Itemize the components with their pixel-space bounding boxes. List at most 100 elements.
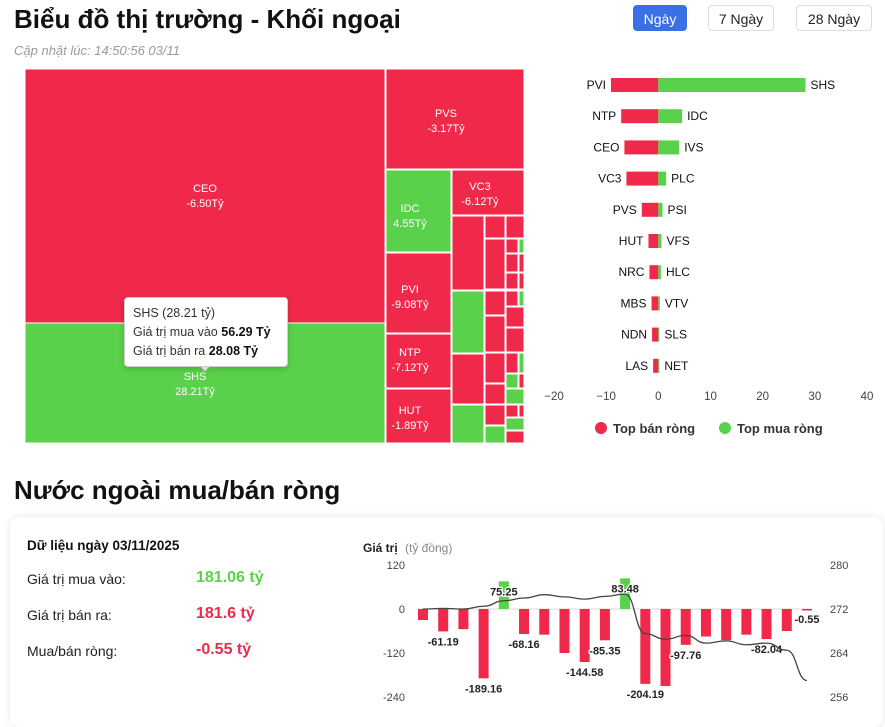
top-sell-bar[interactable] (652, 327, 659, 342)
treemap-cell[interactable] (505, 388, 525, 405)
net-bar[interactable] (700, 609, 711, 637)
treemap-cell[interactable] (451, 290, 485, 354)
net-bar-label: -144.58 (566, 667, 603, 679)
top-sell-bar[interactable] (648, 234, 659, 248)
treemap-cell[interactable] (505, 306, 525, 328)
treemap-value-label: -3.17Tỷ (427, 123, 465, 135)
treemap-cell[interactable] (484, 383, 506, 405)
top-buy-bar[interactable] (658, 78, 806, 92)
treemap-cell[interactable] (518, 238, 525, 254)
treemap-cell[interactable] (518, 404, 525, 418)
treemap-cell[interactable] (505, 215, 525, 239)
top-buy-bar[interactable] (658, 265, 661, 280)
top-buy-ticker: IVS (684, 140, 703, 154)
treemap-cell[interactable] (385, 333, 452, 389)
net-bar[interactable] (498, 581, 509, 609)
treemap-cell[interactable] (505, 290, 519, 307)
treemap-cell[interactable] (505, 327, 525, 353)
top-buy-bar[interactable] (658, 327, 660, 342)
sell-value: 181.6 tỷ (196, 605, 255, 622)
treemap-cell[interactable] (484, 215, 506, 239)
top-buy-ticker: HLC (666, 265, 690, 279)
net-bar[interactable] (418, 609, 428, 620)
top-sell-bar[interactable] (653, 358, 659, 373)
top-buy-bar[interactable] (658, 202, 663, 217)
net-bar-label: -82.04 (751, 644, 783, 656)
net-bar-label: -97.76 (670, 650, 701, 662)
net-bar[interactable] (599, 609, 610, 641)
net-bar[interactable] (438, 609, 449, 632)
treemap-cell[interactable] (451, 215, 485, 291)
treemap-cell[interactable] (505, 417, 525, 431)
treemap-cell[interactable] (484, 290, 506, 316)
net-bar[interactable] (579, 609, 590, 663)
treemap-cell[interactable] (505, 253, 519, 273)
top-sell-bar[interactable] (626, 171, 659, 186)
treemap-cell[interactable] (385, 388, 452, 444)
range-7day-button[interactable]: 7 Ngày (708, 5, 774, 31)
net-bar[interactable] (781, 609, 792, 631)
net-bar-label: -0.55 (794, 614, 819, 626)
net-bar[interactable] (741, 609, 752, 635)
net-bar[interactable] (640, 609, 651, 684)
treemap-cell[interactable] (385, 252, 452, 334)
treemap-cell[interactable] (518, 290, 525, 307)
treemap-cell[interactable] (484, 352, 506, 384)
net-bar[interactable] (802, 609, 812, 611)
range-28day-button[interactable]: 28 Ngày (796, 5, 872, 31)
net-bar[interactable] (519, 609, 530, 634)
treemap-ticker-label: HUT (399, 405, 422, 417)
treemap-value-label: 28.21Tỷ (175, 386, 215, 398)
treemap-cell[interactable] (505, 430, 525, 444)
top-buy-bar[interactable] (658, 234, 662, 248)
treemap-cell[interactable] (505, 352, 519, 374)
net-bar[interactable] (559, 609, 570, 653)
top-buy-ticker: PSI (668, 203, 687, 217)
treemap-cell[interactable] (385, 169, 452, 253)
treemap-cell[interactable] (518, 373, 525, 389)
net-bar[interactable] (478, 609, 489, 679)
net-chart-unit: (tỷ đồng) (405, 541, 452, 555)
top-buy-bar[interactable] (658, 358, 660, 373)
treemap-cell[interactable] (484, 425, 506, 444)
treemap-cell[interactable] (484, 315, 506, 353)
treemap-cell[interactable] (518, 253, 525, 273)
treemap-cell[interactable] (505, 238, 519, 254)
tooltip-title: SHS (28.21 tỷ) (133, 306, 215, 320)
net-bar[interactable] (458, 609, 469, 630)
treemap-cell[interactable] (518, 272, 525, 290)
treemap-ticker-label: NTP (399, 347, 421, 359)
top-buy-bar[interactable] (658, 109, 683, 124)
top-sell-bar[interactable] (651, 296, 659, 311)
net-bar[interactable] (660, 609, 671, 686)
treemap-cell[interactable] (505, 373, 519, 389)
range-day-button[interactable]: Ngày (633, 5, 687, 31)
tooltip-sell-label: Giá trị bán ra (133, 344, 206, 358)
treemap-cell[interactable] (451, 353, 485, 405)
treemap-cell[interactable] (505, 404, 519, 418)
top-buy-bar[interactable] (658, 140, 680, 155)
top-buy-bar[interactable] (658, 296, 660, 311)
top-sell-bar[interactable] (621, 109, 659, 124)
net-bar[interactable] (539, 609, 550, 635)
top-sell-bar[interactable] (610, 78, 659, 92)
net-value: -0.55 tỷ (196, 641, 252, 658)
top-sell-bar[interactable] (624, 140, 659, 155)
treemap-cell[interactable] (518, 352, 525, 374)
top-sell-bar[interactable] (649, 265, 659, 280)
top-sell-bar[interactable] (641, 202, 659, 217)
top-buy-bar[interactable] (658, 171, 667, 186)
top-sell-ticker: CEO (593, 140, 619, 154)
net-bar[interactable] (721, 609, 732, 641)
net-bar[interactable] (761, 609, 772, 640)
treemap-cell[interactable] (451, 169, 525, 216)
treemap-cell[interactable] (24, 68, 386, 324)
treemap-ticker-label: PVS (435, 108, 457, 120)
top-buy-ticker: IDC (687, 109, 708, 123)
treemap-cell[interactable] (484, 238, 506, 290)
treemap-cell[interactable] (505, 272, 519, 290)
treemap-cell[interactable] (385, 68, 525, 170)
treemap-cell[interactable] (451, 404, 485, 444)
net-bar[interactable] (680, 609, 691, 645)
treemap-cell[interactable] (484, 404, 506, 426)
